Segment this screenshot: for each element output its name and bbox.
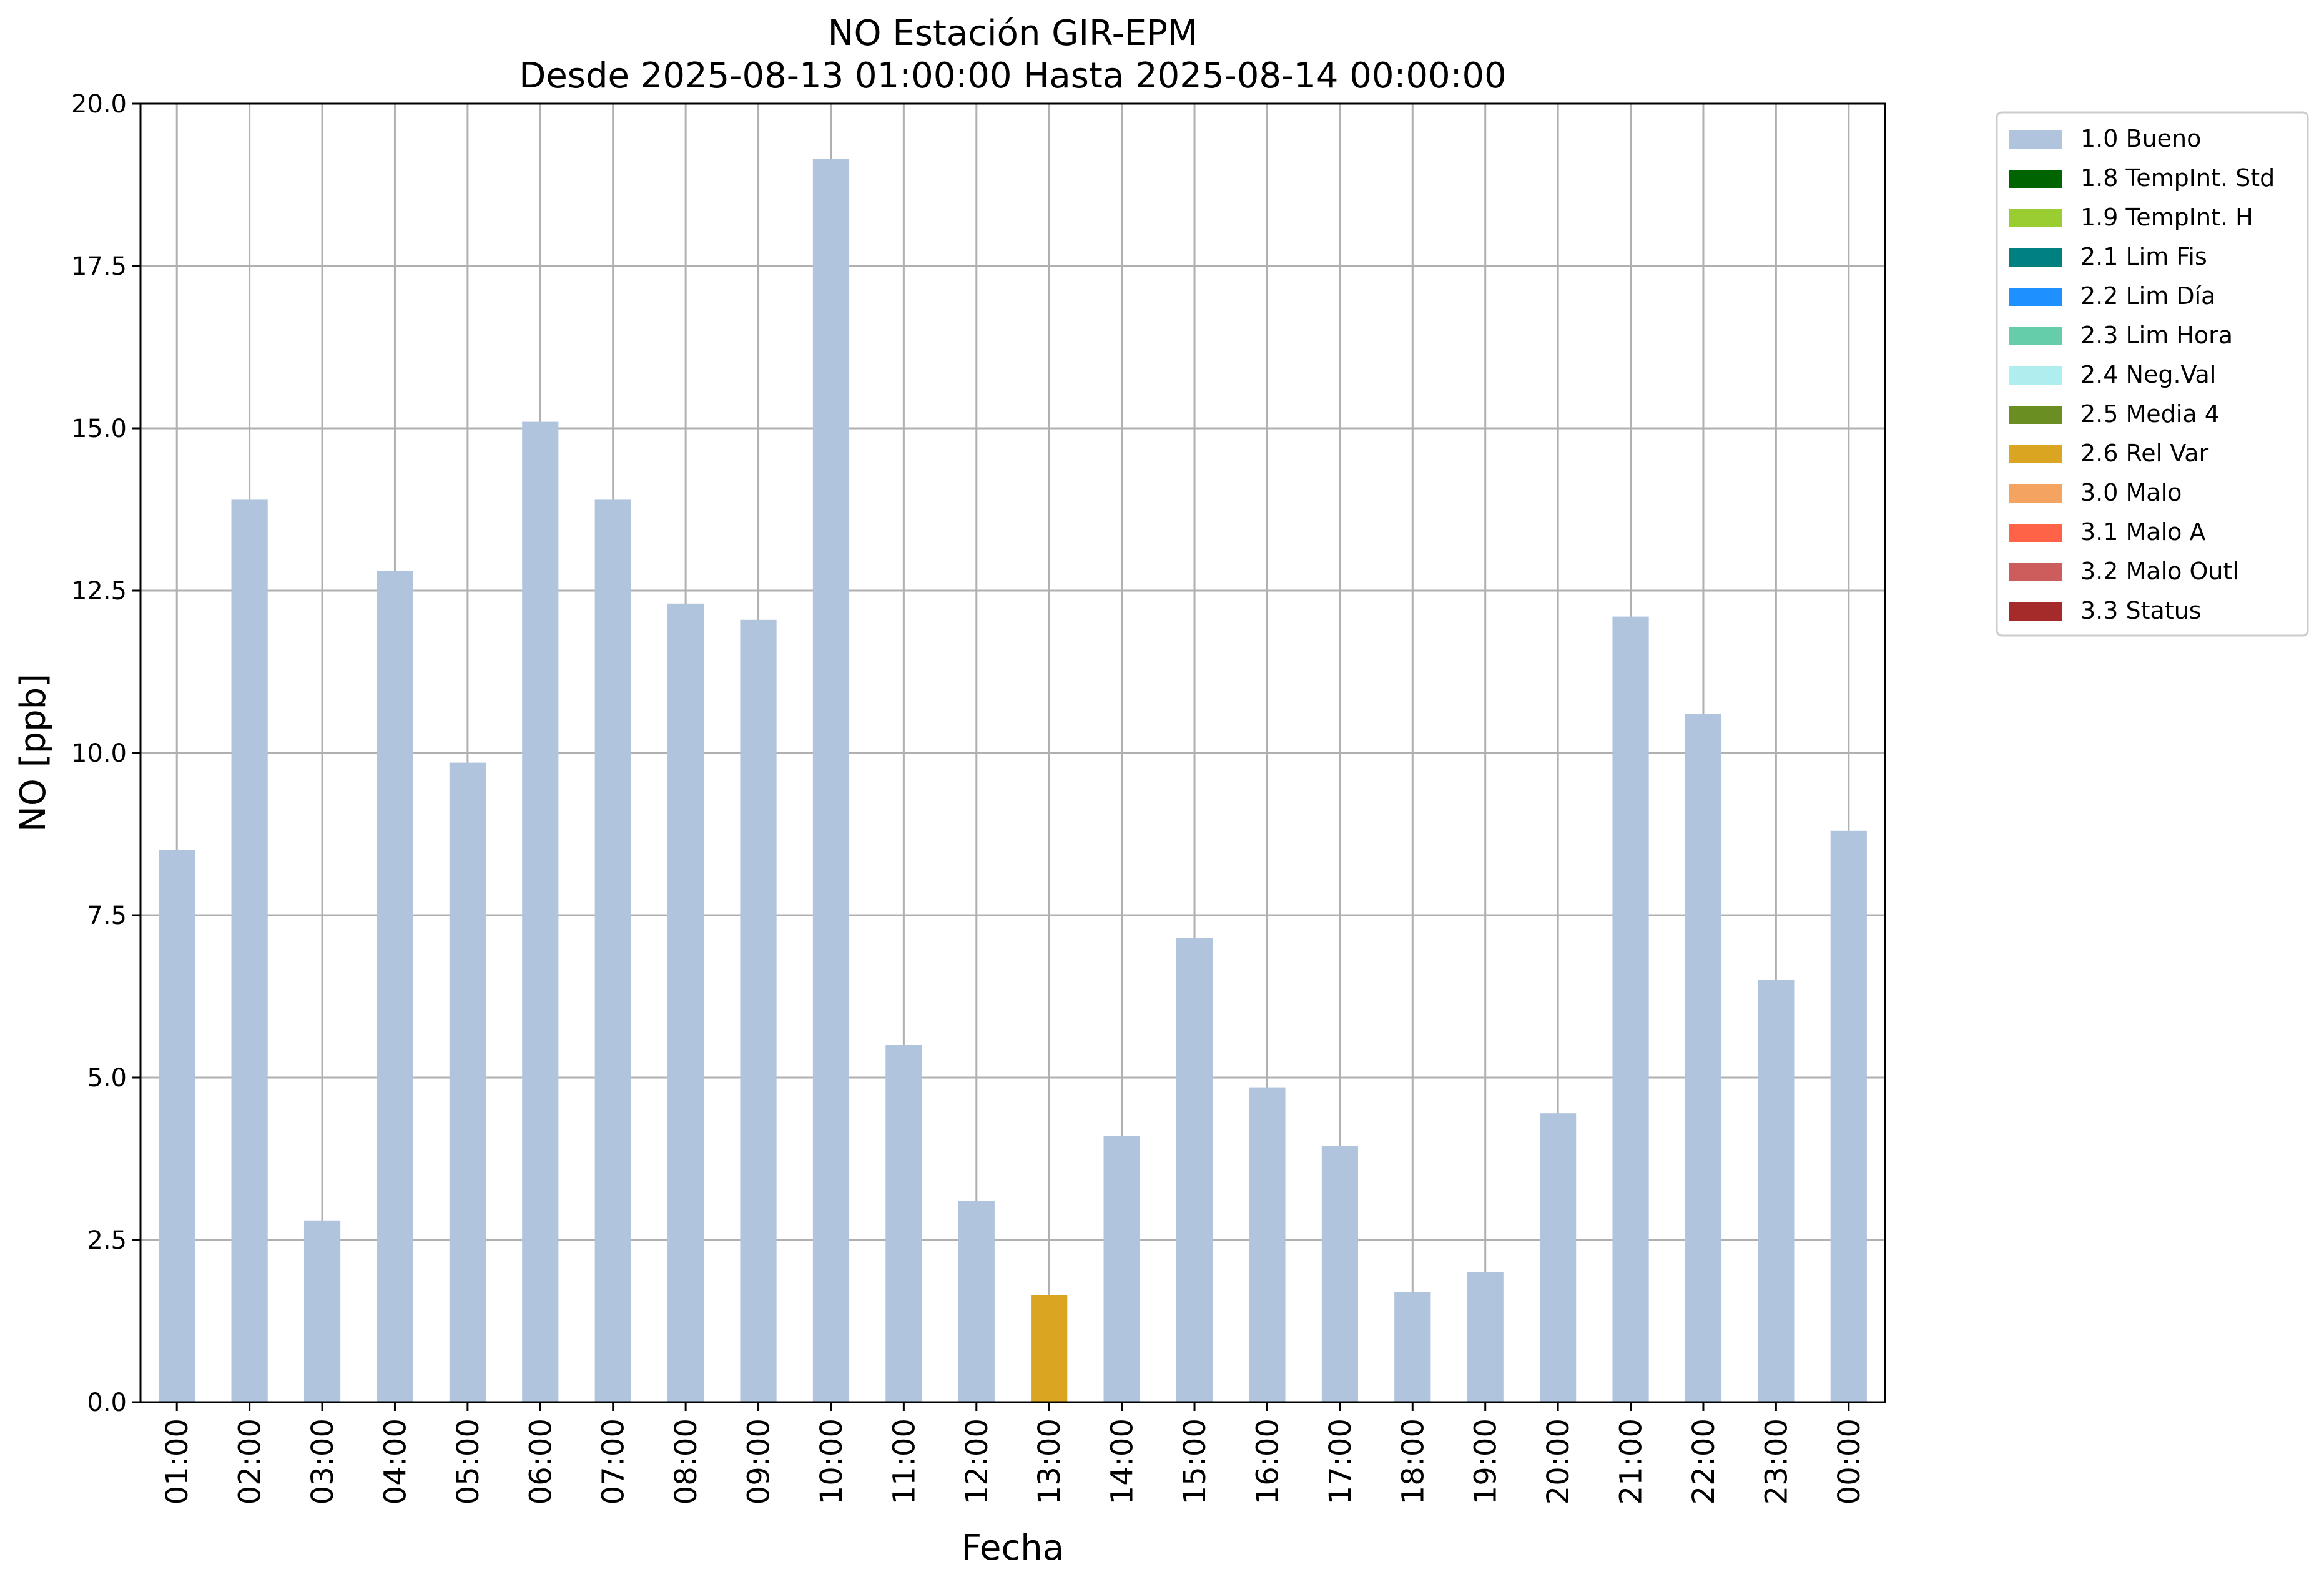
x-tick-label: 03:00 [305, 1418, 340, 1505]
x-tick-label: 05:00 [451, 1418, 486, 1505]
legend-swatch [2009, 484, 2062, 503]
bar [231, 499, 268, 1402]
y-tick-label: 12.5 [71, 577, 127, 606]
y-tick-label: 5.0 [87, 1064, 127, 1093]
legend-label: 2.4 Neg.Val [2080, 361, 2216, 388]
legend-label: 2.6 Rel Var [2080, 440, 2209, 467]
legend-box [1996, 111, 2309, 637]
x-tick-label: 22:00 [1686, 1418, 1721, 1505]
legend-swatch [2009, 366, 2062, 385]
legend-swatch [2009, 209, 2062, 227]
x-tick-label: 08:00 [669, 1418, 704, 1505]
legend-label: 1.9 TempInt. H [2080, 204, 2253, 231]
x-tick-label: 12:00 [960, 1418, 995, 1505]
legend-swatch [2009, 406, 2062, 424]
bar [1758, 980, 1795, 1402]
bar [958, 1201, 995, 1402]
legend-swatch [2009, 170, 2062, 188]
legend-swatch [2009, 130, 2062, 149]
chart-subtitle: Desde 2025-08-13 01:00:00 Hasta 2025-08-… [519, 56, 1507, 96]
y-tick-label: 15.0 [71, 415, 127, 443]
y-tick-label: 0.0 [87, 1388, 127, 1417]
legend: 1.0 Bueno 1.8 TempInt. Std 1.9 TempInt. H 2… [1996, 111, 2309, 637]
bar [1612, 616, 1649, 1402]
legend-label: 2.2 Lim Día [2080, 282, 2215, 310]
legend-label: 3.0 Malo [2080, 479, 2182, 506]
bar [1394, 1292, 1431, 1402]
legend-label: 1.8 TempInt. Std [2080, 164, 2275, 192]
x-tick-label: 10:00 [814, 1418, 849, 1505]
x-tick-label: 02:00 [233, 1418, 268, 1505]
x-axis: 01:00 02:00 03:00 04:00 05:00 06:00 07:00 08:00… [160, 1402, 1867, 1505]
bar [1321, 1146, 1358, 1402]
y-axis: 0.0 2.5 5.0 7.5 10.0 12.5 15.0 17.5 20.0 [71, 90, 140, 1417]
legend-swatch [2009, 327, 2062, 345]
y-tick-label: 10.0 [71, 739, 127, 768]
x-tick-label: 19:00 [1469, 1418, 1504, 1505]
x-axis-label: Fecha [962, 1528, 1064, 1568]
bar [812, 159, 850, 1402]
legend-swatch [2009, 445, 2062, 463]
bars [159, 159, 1867, 1402]
x-tick-label: 17:00 [1323, 1418, 1358, 1505]
y-tick-label: 20.0 [71, 90, 127, 119]
bar [740, 619, 777, 1402]
x-tick-label: 13:00 [1032, 1418, 1067, 1505]
legend-label: 3.2 Malo Outl [2080, 558, 2239, 585]
bar [1103, 1136, 1140, 1402]
legend-swatch [2009, 563, 2062, 581]
x-tick-label: 15:00 [1178, 1418, 1213, 1505]
legend-swatch [2009, 288, 2062, 306]
bar [1031, 1295, 1068, 1402]
x-tick-label: 06:00 [523, 1418, 558, 1505]
x-tick-label: 16:00 [1250, 1418, 1285, 1505]
bar [303, 1220, 341, 1402]
bar [449, 762, 486, 1402]
chart-title: NO Estación GIR-EPM [828, 13, 1198, 54]
x-tick-label: 00:00 [1832, 1418, 1867, 1505]
y-tick-label: 17.5 [71, 252, 127, 281]
x-tick-label: 14:00 [1105, 1418, 1140, 1505]
x-tick-label: 11:00 [887, 1418, 922, 1505]
legend-label: 2.3 Lim Hora [2080, 322, 2233, 349]
legend-label: 2.1 Lim Fis [2080, 243, 2207, 270]
legend-swatch [2009, 248, 2062, 267]
bar [1540, 1113, 1577, 1402]
bar [1467, 1272, 1504, 1402]
legend-swatch [2009, 524, 2062, 542]
x-tick-label: 09:00 [742, 1418, 777, 1505]
x-tick-label: 04:00 [378, 1418, 413, 1505]
legend-swatch [2009, 602, 2062, 621]
legend-label: 3.1 Malo A [2080, 518, 2205, 546]
bar [594, 499, 631, 1402]
y-tick-label: 7.5 [87, 902, 127, 930]
legend-label: 3.3 Status [2080, 597, 2202, 624]
bar [667, 603, 704, 1402]
y-axis-label: NO [ppb] [13, 674, 54, 832]
legend-label: 1.0 Bueno [2080, 125, 2201, 152]
y-tick-label: 2.5 [87, 1226, 127, 1255]
x-tick-label: 21:00 [1614, 1418, 1649, 1505]
x-tick-label: 01:00 [160, 1418, 195, 1505]
bar [1685, 714, 1722, 1402]
bar [522, 421, 559, 1402]
bar [885, 1045, 922, 1402]
x-tick-label: 20:00 [1541, 1418, 1576, 1505]
x-tick-label: 18:00 [1396, 1418, 1430, 1505]
legend-label: 2.5 Media 4 [2080, 400, 2220, 428]
bar [1249, 1087, 1286, 1402]
x-tick-label: 23:00 [1759, 1418, 1794, 1505]
bar [1830, 830, 1867, 1402]
bar [159, 850, 195, 1402]
bar [1176, 938, 1213, 1402]
x-tick-label: 07:00 [596, 1418, 631, 1505]
bar [377, 571, 413, 1402]
